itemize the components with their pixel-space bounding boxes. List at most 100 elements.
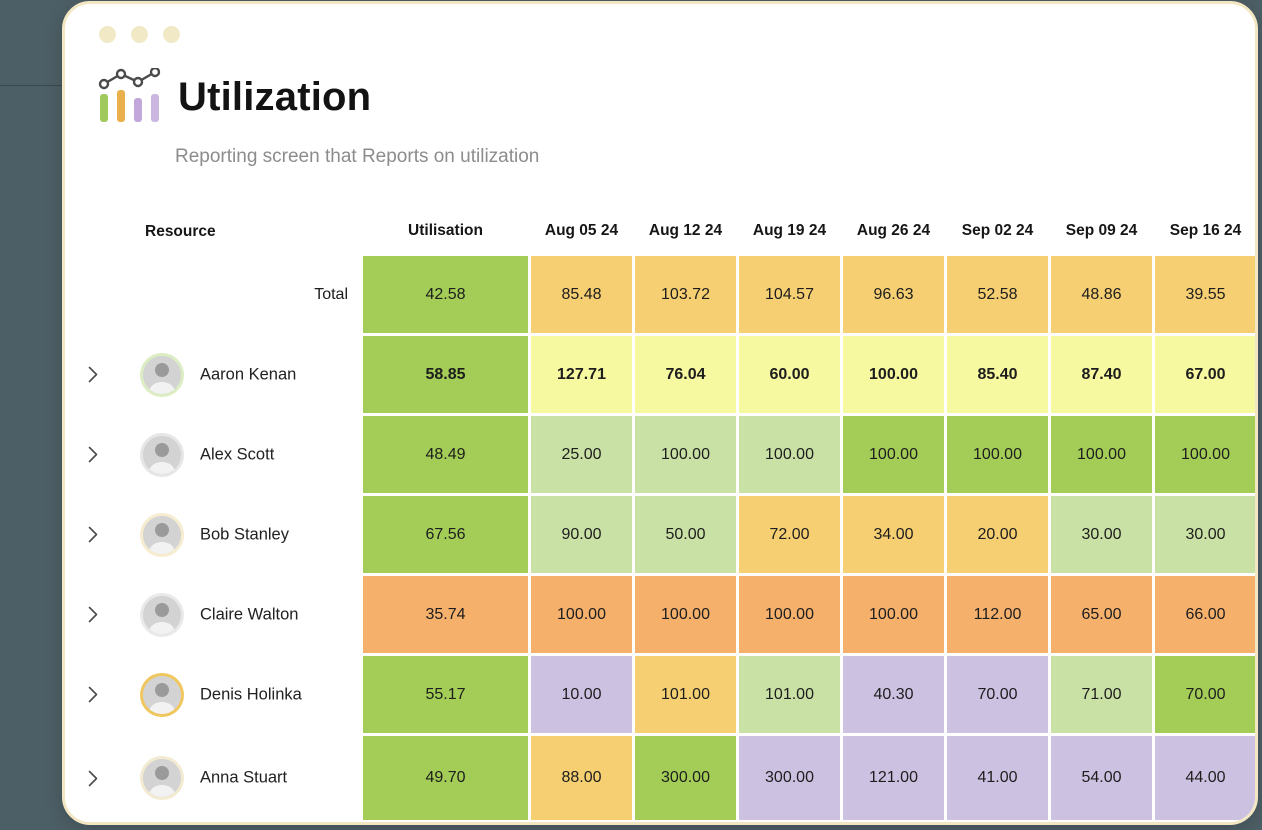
resource-row[interactable]: Claire Walton 35.74 100.00 100.00 100.00 100.… xyxy=(65,576,1255,653)
week-value-cell: 100.00 xyxy=(531,576,632,653)
table-body: Total 42.58 85.48 103.72 104.57 96.63 52.58 48.… xyxy=(65,256,1255,820)
week-value-cell: 30.00 xyxy=(1155,496,1255,573)
window-dot-3[interactable] xyxy=(163,26,180,43)
expand-chevron-icon[interactable] xyxy=(88,366,100,384)
expand-chevron-icon[interactable] xyxy=(88,526,100,544)
avatar xyxy=(143,675,181,714)
week-value-cell: 300.00 xyxy=(739,736,840,820)
expand-chevron-icon[interactable] xyxy=(88,606,100,624)
week-value-cell: 71.00 xyxy=(1051,656,1152,733)
row-resource-area: Total xyxy=(65,256,363,333)
week-value-cell: 100.00 xyxy=(843,576,944,653)
resource-row[interactable]: Denis Holinka 55.17 10.00 101.00 101.00 40.30… xyxy=(65,656,1255,733)
row-resource-area: Anna Stuart xyxy=(65,736,363,820)
expand-chevron-icon[interactable] xyxy=(88,446,100,464)
row-resource-area: Aaron Kenan xyxy=(65,336,363,413)
row-cells: 58.85 127.71 76.04 60.00 100.00 85.40 87.40 67.… xyxy=(363,336,1255,413)
resource-row[interactable]: Anna Stuart 49.70 88.00 300.00 300.00 121.00 4… xyxy=(65,736,1255,820)
week-value-cell: 76.04 xyxy=(635,336,736,413)
week-value-cell: 54.00 xyxy=(1051,736,1152,820)
week-value-cell: 300.00 xyxy=(635,736,736,820)
page-subtitle: Reporting screen that Reports on utiliza… xyxy=(175,146,540,167)
row-cells: 48.49 25.00 100.00 100.00 100.00 100.00 100.00… xyxy=(363,416,1255,493)
week-value-cell: 85.48 xyxy=(531,256,632,333)
week-value-cell: 34.00 xyxy=(843,496,944,573)
window-dot-1[interactable] xyxy=(99,26,116,43)
week-value-cell: 103.72 xyxy=(635,256,736,333)
week-value-cell: 121.00 xyxy=(843,736,944,820)
window-dot-2[interactable] xyxy=(131,26,148,43)
week-value-cell: 30.00 xyxy=(1051,496,1152,573)
row-resource-area: Claire Walton xyxy=(65,576,363,653)
week-value-cell: 101.00 xyxy=(635,656,736,733)
utilisation-value-cell: 48.49 xyxy=(363,416,528,493)
week-value-cell: 100.00 xyxy=(635,576,736,653)
window-card: Utilization Reporting screen that Report… xyxy=(62,1,1258,825)
week-value-cell: 48.86 xyxy=(1051,256,1152,333)
resource-name: Bob Stanley xyxy=(200,525,289,543)
total-label: Total xyxy=(314,285,348,303)
utilisation-value-cell: 42.58 xyxy=(363,256,528,333)
week-value-cell: 20.00 xyxy=(947,496,1048,573)
avatar xyxy=(143,355,181,394)
bar-chart-icon xyxy=(98,68,161,122)
utilisation-value-cell: 55.17 xyxy=(363,656,528,733)
week-value-cell: 40.30 xyxy=(843,656,944,733)
week-value-cell: 25.00 xyxy=(531,416,632,493)
column-header-week: Sep 09 24 xyxy=(1065,222,1138,239)
week-value-cell: 100.00 xyxy=(947,416,1048,493)
week-value-cell: 100.00 xyxy=(843,416,944,493)
column-header-week: Aug 12 24 xyxy=(648,222,723,239)
week-value-cell: 90.00 xyxy=(531,496,632,573)
title-block: Utilization xyxy=(96,68,371,126)
utilization-table: Resource Utilisation Aug 05 24 Aug 12 24 Au… xyxy=(65,4,1255,822)
avatar xyxy=(143,595,181,634)
utilisation-value-cell: 35.74 xyxy=(363,576,528,653)
resource-row[interactable]: Alex Scott 48.49 25.00 100.00 100.00 100.00 10… xyxy=(65,416,1255,493)
week-value-cell: 112.00 xyxy=(947,576,1048,653)
week-value-cell: 67.00 xyxy=(1155,336,1255,413)
utilisation-value-cell: 49.70 xyxy=(363,736,528,820)
week-value-cell: 39.55 xyxy=(1155,256,1255,333)
resource-row[interactable]: Aaron Kenan 58.85 127.71 76.04 60.00 100.00 85… xyxy=(65,336,1255,413)
utilisation-value-cell: 67.56 xyxy=(363,496,528,573)
table-header-row: Utilisation Aug 05 24 Aug 12 24 Aug 19 24 Au… xyxy=(363,219,1255,243)
column-header-week: Sep 02 24 xyxy=(961,222,1034,239)
row-cells: 67.56 90.00 50.00 72.00 34.00 20.00 30.00 30.00 xyxy=(363,496,1255,573)
week-value-cell: 104.57 xyxy=(739,256,840,333)
avatar xyxy=(143,515,181,554)
resource-row[interactable]: Bob Stanley 67.56 90.00 50.00 72.00 34.00 20.0… xyxy=(65,496,1255,573)
expand-chevron-icon[interactable] xyxy=(88,769,100,787)
column-header-resource: Resource xyxy=(145,223,216,240)
week-value-cell: 50.00 xyxy=(635,496,736,573)
week-value-cell: 60.00 xyxy=(739,336,840,413)
resource-name: Anna Stuart xyxy=(200,768,288,787)
utilisation-value-cell: 58.85 xyxy=(363,336,528,413)
week-value-cell: 85.40 xyxy=(947,336,1048,413)
total-row: Total 42.58 85.48 103.72 104.57 96.63 52.58 48.… xyxy=(65,256,1255,333)
avatar xyxy=(143,759,181,797)
week-value-cell: 100.00 xyxy=(635,416,736,493)
row-cells: 42.58 85.48 103.72 104.57 96.63 52.58 48.86 39.… xyxy=(363,256,1255,333)
resource-name: Aaron Kenan xyxy=(200,365,297,383)
expand-chevron-icon[interactable] xyxy=(88,686,100,704)
week-value-cell: 70.00 xyxy=(947,656,1048,733)
week-value-cell: 100.00 xyxy=(739,416,840,493)
row-resource-area: Alex Scott xyxy=(65,416,363,493)
resource-name: Alex Scott xyxy=(200,445,275,463)
week-value-cell: 10.00 xyxy=(531,656,632,733)
window-controls xyxy=(99,26,180,43)
row-cells: 49.70 88.00 300.00 300.00 121.00 41.00 54.00 44… xyxy=(363,736,1255,820)
week-value-cell: 100.00 xyxy=(843,336,944,413)
week-value-cell: 127.71 xyxy=(531,336,632,413)
week-value-cell: 52.58 xyxy=(947,256,1048,333)
avatar xyxy=(143,435,181,474)
background-seam xyxy=(0,85,62,86)
resource-name: Claire Walton xyxy=(200,605,299,623)
week-value-cell: 100.00 xyxy=(739,576,840,653)
week-value-cell: 100.00 xyxy=(1051,416,1152,493)
week-value-cell: 65.00 xyxy=(1051,576,1152,653)
column-header-week: Aug 26 24 xyxy=(856,222,931,239)
column-header-utilisation: Utilisation xyxy=(408,222,483,239)
week-value-cell: 44.00 xyxy=(1155,736,1255,820)
